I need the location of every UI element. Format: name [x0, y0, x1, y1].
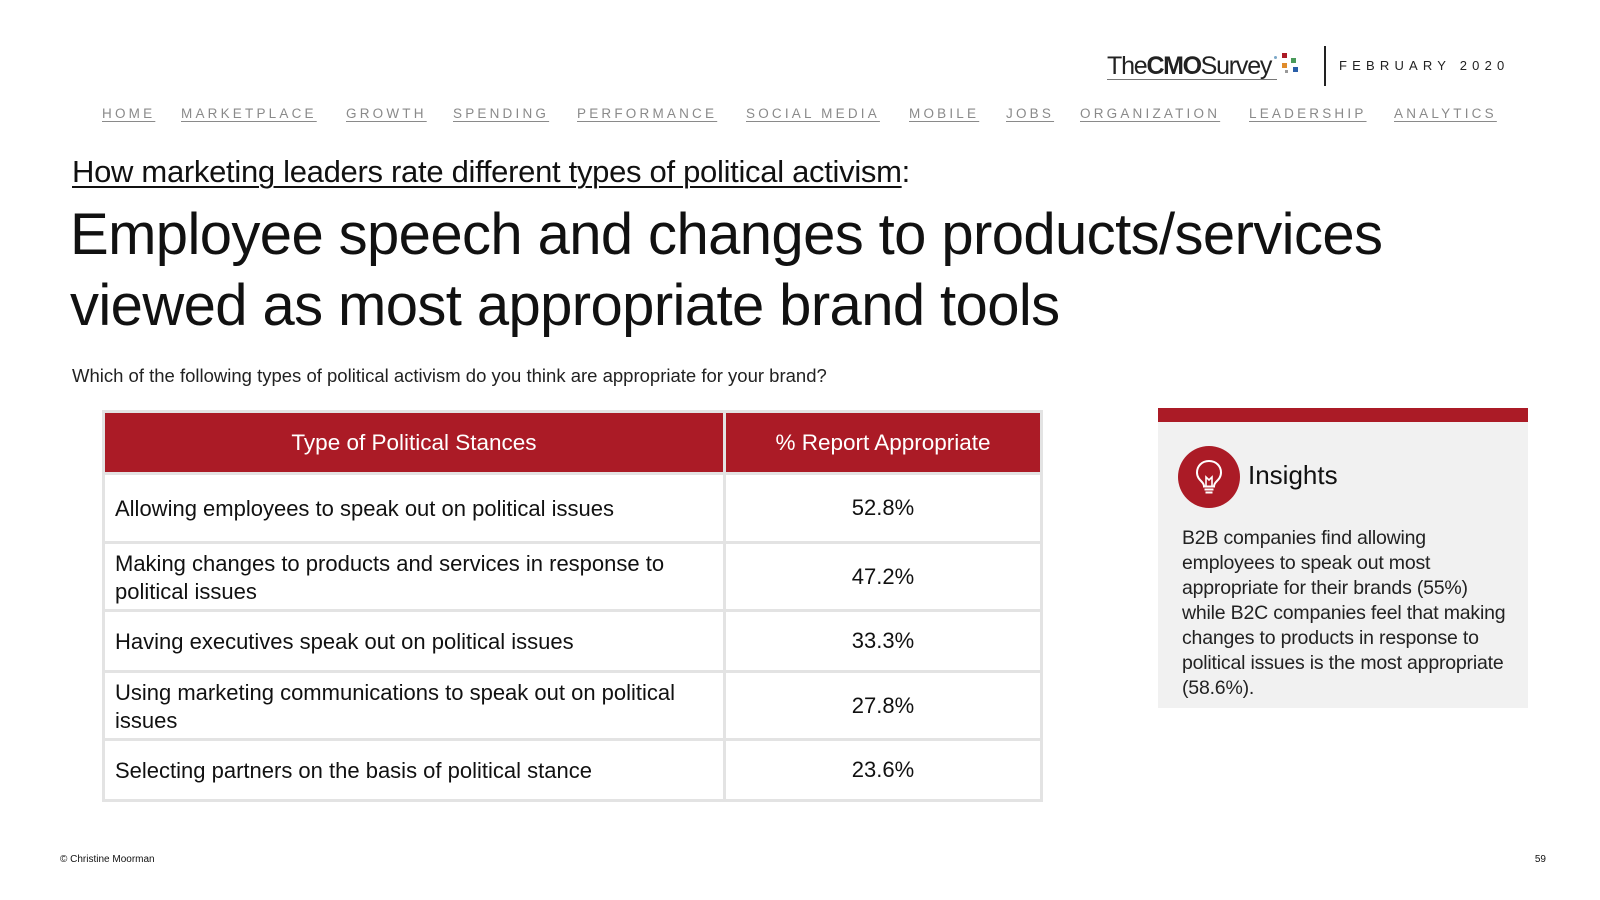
nav-organization[interactable]: ORGANIZATION	[1080, 106, 1221, 121]
stance-cell: Making changes to products and services …	[102, 541, 726, 612]
nav-marketplace[interactable]: MARKETPLACE	[181, 106, 317, 121]
table-header-row: Type of Political Stances % Report Appro…	[102, 410, 1043, 475]
nav-leadership[interactable]: LEADERSHIP	[1249, 106, 1367, 121]
cmo-survey-logo: TheCMOSurvey	[1107, 48, 1311, 84]
percent-cell: 27.8%	[723, 670, 1043, 741]
table-row: Selecting partners on the basis of polit…	[102, 738, 1043, 802]
nav-jobs[interactable]: JOBS	[1006, 106, 1055, 121]
table-row: Using marketing communications to speak …	[102, 670, 1043, 741]
header-divider	[1324, 46, 1326, 86]
insights-body: B2B companies find allowing employees to…	[1182, 527, 1506, 699]
survey-question: Which of the following types of politica…	[72, 365, 827, 386]
political-stances-table: Type of Political Stances % Report Appro…	[102, 410, 1043, 802]
nav-social-media[interactable]: SOCIAL MEDIA	[746, 106, 880, 121]
nav-performance[interactable]: PERFORMANCE	[577, 106, 718, 121]
column-header-stance: Type of Political Stances	[102, 410, 726, 475]
nav-growth[interactable]: GROWTH	[346, 106, 427, 121]
percent-cell: 52.8%	[723, 472, 1043, 544]
stance-cell: Having executives speak out on political…	[102, 609, 726, 673]
nav-analytics[interactable]: ANALYTICS	[1394, 106, 1497, 121]
insights-title: Insights	[1248, 460, 1338, 490]
slide-kicker: How marketing leaders rate different typ…	[72, 154, 910, 189]
logo-dots-icon	[1273, 51, 1311, 81]
stance-cell: Allowing employees to speak out on polit…	[102, 472, 726, 544]
insights-panel: Insights B2B companies find allowing emp…	[1158, 408, 1528, 708]
percent-cell: 23.6%	[723, 738, 1043, 802]
column-header-percent: % Report Appropriate	[723, 410, 1043, 475]
stance-cell: Using marketing communications to speak …	[102, 670, 726, 741]
table-row: Allowing employees to speak out on polit…	[102, 472, 1043, 544]
nav-mobile[interactable]: MOBILE	[909, 106, 980, 121]
table-row: Having executives speak out on political…	[102, 609, 1043, 673]
top-navigation: HOME MARKETPLACE GROWTH SPENDING PERFORM…	[0, 106, 1600, 126]
copyright: © Christine Moorman	[60, 854, 155, 865]
percent-cell: 33.3%	[723, 609, 1043, 673]
logo-underline	[1107, 79, 1277, 80]
stance-cell: Selecting partners on the basis of polit…	[102, 738, 726, 802]
slide-headline: Employee speech and changes to products/…	[70, 202, 1383, 338]
logo-wordmark: TheCMOSurvey	[1107, 51, 1272, 80]
page-number: 59	[1534, 854, 1546, 865]
lightbulb-icon	[1178, 446, 1240, 508]
nav-spending[interactable]: SPENDING	[453, 106, 550, 121]
percent-cell: 47.2%	[723, 541, 1043, 612]
nav-home[interactable]: HOME	[102, 106, 156, 121]
table-row: Making changes to products and services …	[102, 541, 1043, 612]
report-date: FEBRUARY 2020	[1339, 58, 1510, 73]
